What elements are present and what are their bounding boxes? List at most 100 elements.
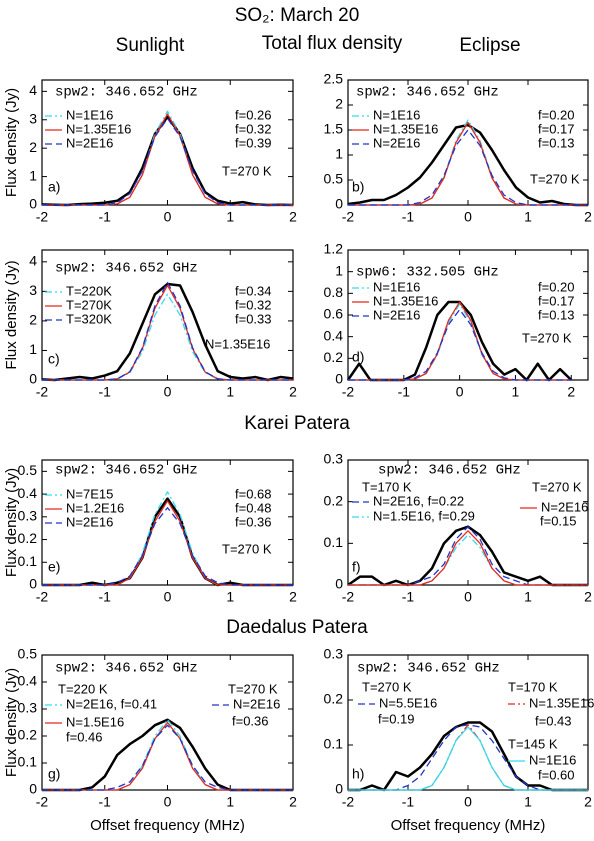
annotation: f=0.15 <box>540 513 577 528</box>
annotation: N=1.35E16 <box>205 336 270 351</box>
annotation: T=270 K <box>222 541 272 556</box>
x-tick-label: 2 <box>584 794 592 810</box>
x-tick-label: 1 <box>226 794 234 810</box>
series-line <box>347 123 588 207</box>
x-tick-label: -2 <box>36 794 49 810</box>
x-tick-label: -2 <box>36 384 49 400</box>
x-tick-label: 1 <box>524 589 532 605</box>
x-tick-label: 2 <box>289 794 297 810</box>
x-tick-label: 0 <box>164 589 172 605</box>
y-tick-label: 0.5 <box>18 646 38 662</box>
annotation: f=0.32 <box>235 297 272 312</box>
y-tick-label: 0 <box>29 781 37 797</box>
panel-label: h) <box>352 766 364 782</box>
series-line <box>42 507 293 586</box>
x-tick-label: 0 <box>164 209 172 225</box>
legend-label: N=5.5E16 <box>379 695 437 710</box>
y-axis-label: Flux density (Jy) <box>3 468 20 577</box>
y-tick-label: 0.1 <box>18 553 38 569</box>
y-tick-label: 3 <box>29 282 37 298</box>
x-tick-label: -1 <box>398 384 411 400</box>
legend-label: N=1.35E16 <box>529 695 594 710</box>
x-tick-label: -2 <box>342 209 355 225</box>
series-line <box>42 281 293 381</box>
x-tick-label: -2 <box>342 794 355 810</box>
panel-label: d) <box>352 349 364 365</box>
annotation: f=0.68 <box>235 486 272 501</box>
annotation: T=270 K <box>362 679 412 694</box>
series-line <box>348 530 588 586</box>
x-tick-label: 2 <box>584 209 592 225</box>
annotation: T=170 K <box>362 479 412 494</box>
annotation: f=0.33 <box>235 311 272 326</box>
y-tick-label: 1 <box>29 167 37 183</box>
spectral-window: spw2: 346.652 GHz <box>55 463 198 479</box>
legend-label: N=1.5E16, f=0.29 <box>373 508 475 523</box>
annotation: f=0.39 <box>235 135 272 150</box>
x-tick-label: -1 <box>99 209 112 225</box>
legend-label: N=1E16 <box>529 752 576 767</box>
spectral-window: spw2: 346.652 GHz <box>55 85 198 101</box>
annotation: T=270 K <box>222 163 272 178</box>
series-line <box>348 308 572 381</box>
annotation: f=0.43 <box>535 713 572 728</box>
column-title: Eclipse <box>459 35 520 56</box>
series-line <box>347 525 588 587</box>
y-tick-label: 2 <box>29 139 37 155</box>
x-tick-label: 0 <box>164 384 172 400</box>
y-tick-label: 0.3 <box>18 508 38 524</box>
annotation: f=0.34 <box>235 283 272 298</box>
y-tick-label: 1.2 <box>324 241 344 257</box>
annotation: T=270 K <box>522 330 572 345</box>
annotation: T=270 K <box>530 171 580 186</box>
x-tick-label: -1 <box>99 384 112 400</box>
series-line <box>348 534 588 586</box>
y-tick-label: 0 <box>335 781 343 797</box>
legend-label: T=270K <box>66 297 112 312</box>
x-tick-label: 1 <box>226 589 234 605</box>
y-tick-label: 0.4 <box>18 673 38 689</box>
legend-label: N=1.35E16 <box>373 121 438 136</box>
x-tick-label: -1 <box>99 589 112 605</box>
x-tick-label: 0 <box>164 794 172 810</box>
y-tick-label: 0 <box>29 196 37 212</box>
annotation: f=0.13 <box>538 135 575 150</box>
legend-label: N=1E16 <box>373 107 420 122</box>
x-tick-label: -2 <box>342 384 355 400</box>
series-line <box>348 129 588 206</box>
y-tick-label: 1.5 <box>324 121 344 137</box>
annotation: f=0.19 <box>378 711 415 726</box>
y-tick-label: 0 <box>29 576 37 592</box>
y-tick-label: 0.2 <box>324 492 344 508</box>
spectral-window: spw2: 346.652 GHz <box>378 463 521 479</box>
x-tick-label: -2 <box>36 589 49 605</box>
annotation: T=170 K <box>508 679 558 694</box>
panel-label: b) <box>352 179 364 195</box>
x-tick-label: -1 <box>99 794 112 810</box>
y-tick-label: 2 <box>335 96 343 112</box>
legend-label: N=1.5E16 <box>66 714 124 729</box>
y-tick-label: 0.2 <box>324 691 344 707</box>
y-tick-label: 1 <box>29 341 37 357</box>
x-tick-label: 1 <box>226 209 234 225</box>
x-tick-label: 0 <box>464 794 472 810</box>
legend-label: T=220K <box>66 283 112 298</box>
series-line <box>42 724 293 791</box>
y-tick-label: 0.2 <box>324 349 344 365</box>
series-line <box>42 721 293 791</box>
annotation: T=145 K <box>508 736 558 751</box>
y-tick-label: 4 <box>29 82 37 98</box>
section-title: Total flux density <box>262 33 403 54</box>
annotation: f=0.26 <box>235 107 272 122</box>
y-tick-label: 0 <box>335 196 343 212</box>
annotation: T=220 K <box>58 681 108 696</box>
x-tick-label: 0 <box>456 384 464 400</box>
series-line <box>42 500 293 586</box>
series-line <box>348 526 588 586</box>
panel-label: g) <box>48 766 60 782</box>
legend-label: N=1E16 <box>373 279 420 294</box>
legend-label: N=1E16 <box>66 107 113 122</box>
series-line <box>41 282 294 382</box>
annotation: f=0.20 <box>538 107 575 122</box>
